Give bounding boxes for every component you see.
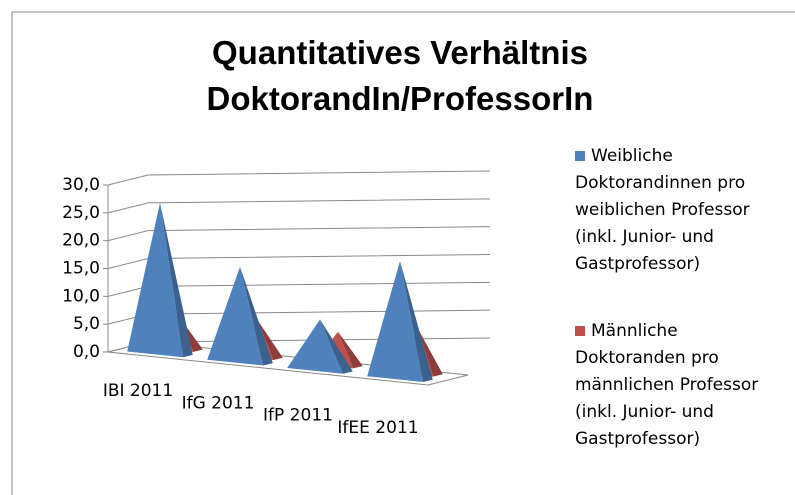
legend-label: Männliche Doktoranden pro männlichen Pro… [575,321,759,449]
x-tick-label: IfEE 2011 [337,418,418,438]
pyramid-side [400,260,433,382]
frame [11,11,795,495]
y-tick-label: 5,0 [73,314,100,334]
legend-swatch [575,326,585,336]
chart-title: Quantitatives Verhältnis DoktorandIn/Pro… [206,34,594,117]
y-tick-label: 10,0 [62,286,100,306]
pyramid-side [418,328,443,377]
grid-line [107,170,491,186]
pyramid [367,260,433,382]
pyramid-side [320,319,353,374]
y-tick-label: 20,0 [62,231,100,251]
pyramid-side [240,266,273,366]
pyramid-front [207,266,264,366]
pyramid [207,266,273,366]
pyramid-front [367,260,424,382]
pyramid-side [160,202,193,358]
grid-line [107,226,491,242]
grid-line [107,198,491,214]
pyramid-front [127,202,184,358]
y-tick-label: 15,0 [62,259,100,279]
x-tick-label: IBI 2011 [103,381,173,401]
legend-label: Weibliche Doktorandinnen pro weiblichen … [575,146,750,274]
pyramid-side [338,331,363,369]
pyramid [287,319,353,374]
y-tick-label: 25,0 [62,203,100,223]
legend-entry: Weibliche Doktorandinnen pro weiblichen … [575,143,770,278]
pyramid-front [287,319,344,374]
legend-entry: Männliche Doktoranden pro männlichen Pro… [575,318,770,453]
x-tick-label: IfG 2011 [182,393,255,413]
y-tick-label: 0,0 [73,342,100,362]
legend-swatch [575,151,585,161]
pyramid-side [258,320,283,361]
x-tick-label: IfP 2011 [263,406,333,426]
pyramid [127,202,193,358]
y-tick-label: 30,0 [62,175,100,195]
